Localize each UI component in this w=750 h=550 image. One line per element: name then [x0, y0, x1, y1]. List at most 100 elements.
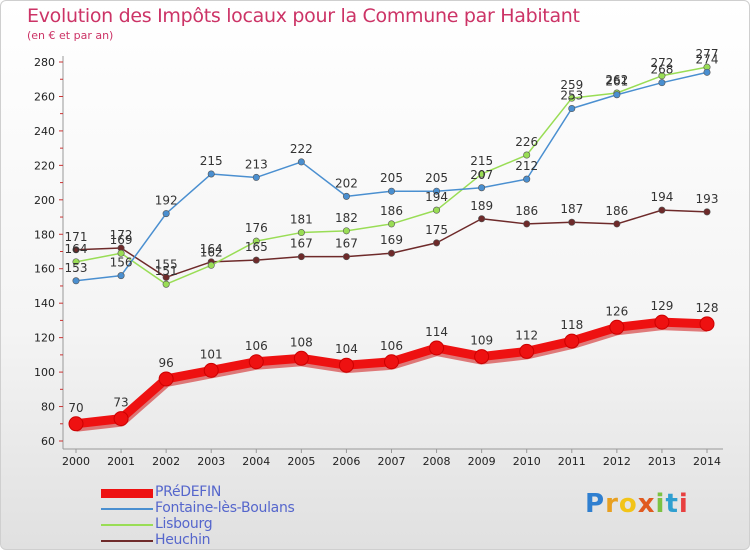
series-line-prdefin	[75, 317, 708, 429]
data-point-fontainelsboulans	[387, 187, 395, 195]
chart-subtitle: (en € et par an)	[27, 29, 114, 42]
logo-letter: o	[618, 489, 638, 519]
data-point-fontainelsboulans	[342, 192, 350, 200]
x-tick-label: 2008	[423, 455, 451, 468]
data-label-lisbourg: 181	[290, 213, 313, 227]
data-point-fontainelsboulans	[162, 210, 170, 218]
data-label-lisbourg: 176	[245, 221, 268, 235]
x-tick-label: 2013	[648, 455, 676, 468]
y-tick-label: 240	[34, 125, 55, 138]
data-point-prdefin	[384, 354, 399, 370]
data-point-heuchin	[613, 220, 621, 228]
data-label-heuchin: 186	[605, 204, 628, 218]
x-tick-label: 2007	[378, 455, 406, 468]
data-label-heuchin: 187	[560, 202, 583, 216]
data-label-heuchin: 175	[425, 223, 448, 237]
data-point-prdefin	[338, 357, 354, 373]
data-point-fontainelsboulans	[72, 277, 80, 285]
y-tick-label: 180	[34, 228, 55, 241]
legend-swatch-heuchin	[101, 540, 153, 542]
data-label-prdefin: 70	[68, 401, 83, 415]
data-point-lisbourg	[72, 258, 80, 266]
data-label-prdefin: 106	[380, 339, 403, 353]
data-point-prdefin	[429, 340, 445, 356]
data-point-lisbourg	[117, 249, 125, 257]
logo-letter: i	[678, 489, 689, 519]
data-label-prdefin: 112	[515, 328, 538, 342]
data-point-lisbourg	[297, 229, 305, 237]
data-label-heuchin: 194	[650, 190, 673, 204]
legend-label: PRéDEFIN	[155, 484, 222, 500]
chart-title: Evolution des Impôts locaux pour la Comm…	[27, 5, 580, 27]
data-point-lisbourg	[207, 261, 215, 269]
x-tick-label: 2011	[558, 455, 586, 468]
data-label-prdefin: 108	[290, 335, 313, 349]
data-label-prdefin: 96	[159, 356, 174, 370]
logo-letter: x	[637, 489, 656, 519]
legend-swatch-fontaine	[101, 508, 153, 510]
data-label-fontainelsboulans: 156	[110, 256, 133, 270]
data-point-fontainelsboulans	[478, 184, 486, 192]
data-point-fontainelsboulans	[297, 158, 305, 166]
data-point-prdefin	[203, 362, 219, 378]
legend-item: PRéDEFIN	[101, 484, 361, 501]
x-tick-label: 2012	[603, 455, 631, 468]
data-label-fontainelsboulans: 253	[560, 89, 583, 103]
legend-item: Heuchin	[101, 532, 361, 549]
data-point-heuchin	[568, 218, 576, 226]
data-label-fontainelsboulans: 153	[65, 261, 88, 275]
data-point-fontainelsboulans	[117, 272, 125, 280]
data-point-fontainelsboulans	[703, 68, 711, 76]
data-label-prdefin: 101	[200, 347, 223, 361]
data-label-prdefin: 128	[696, 301, 719, 315]
data-point-fontainelsboulans	[252, 173, 260, 181]
data-point-heuchin	[387, 249, 395, 257]
data-label-fontainelsboulans: 207	[470, 168, 493, 182]
data-label-heuchin: 172	[110, 228, 133, 242]
data-point-prdefin	[68, 416, 84, 432]
x-tick-label: 2006	[332, 455, 360, 468]
x-tick-label: 2009	[468, 455, 496, 468]
data-label-fontainelsboulans: 212	[515, 159, 538, 173]
legend-label: Lisbourg	[155, 516, 213, 532]
data-point-lisbourg	[252, 237, 260, 245]
data-label-lisbourg: 162	[200, 245, 223, 259]
data-label-prdefin: 114	[425, 325, 448, 339]
data-label-fontainelsboulans: 213	[245, 157, 268, 171]
data-point-prdefin	[158, 371, 174, 387]
data-point-fontainelsboulans	[658, 79, 666, 87]
data-point-heuchin	[342, 253, 350, 261]
data-point-prdefin	[519, 343, 535, 359]
legend-swatch-predefin	[101, 489, 153, 498]
data-point-heuchin	[72, 246, 80, 254]
data-point-heuchin	[478, 215, 486, 223]
data-point-fontainelsboulans	[207, 170, 215, 178]
data-label-heuchin: 171	[65, 230, 88, 244]
data-label-lisbourg: 262	[605, 73, 628, 87]
y-tick-label: 100	[34, 366, 55, 379]
data-point-lisbourg	[342, 227, 350, 235]
data-point-prdefin	[654, 314, 670, 330]
y-tick-label: 80	[41, 401, 55, 414]
data-point-prdefin	[293, 350, 309, 366]
data-label-heuchin: 165	[245, 240, 268, 254]
y-tick-label: 280	[34, 56, 55, 69]
y-tick-label: 220	[34, 159, 55, 172]
data-label-prdefin: 106	[245, 339, 268, 353]
data-label-lisbourg: 259	[560, 78, 583, 92]
data-label-prdefin: 104	[335, 342, 358, 356]
data-point-heuchin	[703, 208, 711, 216]
data-label-heuchin: 189	[470, 199, 493, 213]
data-label-heuchin: 167	[335, 237, 358, 251]
data-label-prdefin: 126	[605, 304, 628, 318]
legend: PRéDEFIN Fontaine-lès-Boulans Lisbourg H…	[101, 484, 361, 549]
y-tick-label: 160	[34, 263, 55, 276]
data-label-lisbourg: 182	[335, 211, 358, 225]
data-label-fontainelsboulans: 205	[380, 171, 403, 185]
data-label-fontainelsboulans: 215	[200, 154, 223, 168]
data-point-fontainelsboulans	[613, 91, 621, 99]
legend-label: Heuchin	[155, 532, 211, 548]
data-label-lisbourg: 169	[110, 233, 133, 247]
